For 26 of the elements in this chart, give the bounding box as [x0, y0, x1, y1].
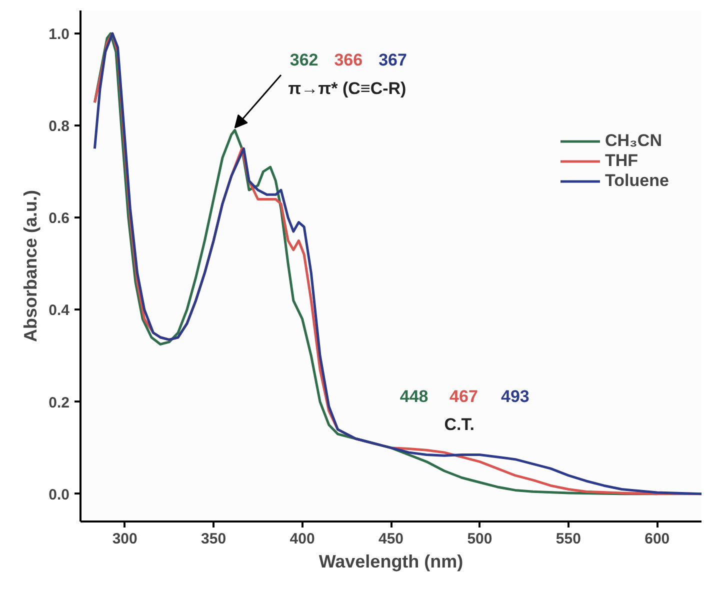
- x-tick-label: 450: [378, 530, 404, 548]
- y-axis-title: Absorbance (a.u.): [20, 190, 41, 342]
- x-tick-label: 600: [644, 530, 670, 548]
- annotation: 467: [450, 386, 478, 406]
- annotation: C.T.: [444, 415, 474, 434]
- y-tick-label: 0.4: [48, 302, 70, 320]
- x-axis-title: Wavelength (nm): [318, 552, 464, 572]
- y-tick-label: 0.0: [48, 486, 70, 504]
- legend-label: Toluene: [605, 171, 669, 191]
- annotation: 366: [334, 50, 363, 70]
- y-tick-label: 0.8: [48, 118, 70, 136]
- legend-label: CH₃CN: [605, 131, 662, 151]
- annotation: π→π* (C≡C-R): [288, 78, 406, 98]
- y-tick-label: 1.0: [48, 26, 70, 44]
- x-tick-label: 550: [556, 530, 581, 548]
- legend-label: THF: [605, 151, 638, 171]
- annotation: 362: [290, 50, 318, 70]
- x-tick-label: 400: [290, 530, 315, 548]
- annotation: 493: [501, 386, 530, 406]
- x-tick-label: 500: [467, 530, 492, 548]
- y-tick-label: 0.6: [48, 210, 70, 228]
- x-tick-label: 300: [112, 530, 138, 548]
- y-tick-label: 0.2: [48, 394, 70, 412]
- annotation: 448: [400, 386, 428, 406]
- x-tick-label: 350: [201, 530, 226, 548]
- annotation: 367: [378, 50, 407, 70]
